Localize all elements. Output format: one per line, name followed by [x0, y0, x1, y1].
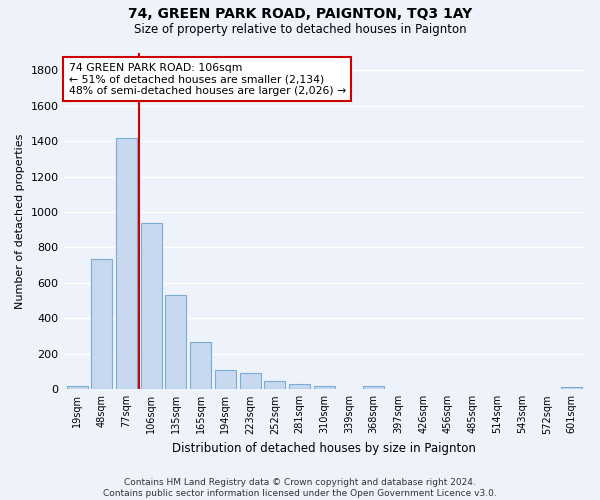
- Text: Size of property relative to detached houses in Paignton: Size of property relative to detached ho…: [134, 22, 466, 36]
- Y-axis label: Number of detached properties: Number of detached properties: [15, 133, 25, 308]
- Bar: [314, 386, 335, 390]
- Text: 74 GREEN PARK ROAD: 106sqm
← 51% of detached houses are smaller (2,134)
48% of s: 74 GREEN PARK ROAD: 106sqm ← 51% of deta…: [69, 62, 346, 96]
- Text: 74, GREEN PARK ROAD, PAIGNTON, TQ3 1AY: 74, GREEN PARK ROAD, PAIGNTON, TQ3 1AY: [128, 8, 472, 22]
- Bar: [190, 342, 211, 390]
- Bar: [91, 259, 112, 390]
- X-axis label: Distribution of detached houses by size in Paignton: Distribution of detached houses by size …: [172, 442, 476, 455]
- Bar: [141, 222, 162, 390]
- Bar: [363, 386, 384, 390]
- Bar: [561, 386, 582, 390]
- Bar: [265, 381, 286, 390]
- Bar: [289, 384, 310, 390]
- Bar: [67, 386, 88, 390]
- Text: Contains HM Land Registry data © Crown copyright and database right 2024.
Contai: Contains HM Land Registry data © Crown c…: [103, 478, 497, 498]
- Bar: [166, 296, 187, 390]
- Bar: [215, 370, 236, 390]
- Bar: [116, 138, 137, 390]
- Bar: [239, 373, 260, 390]
